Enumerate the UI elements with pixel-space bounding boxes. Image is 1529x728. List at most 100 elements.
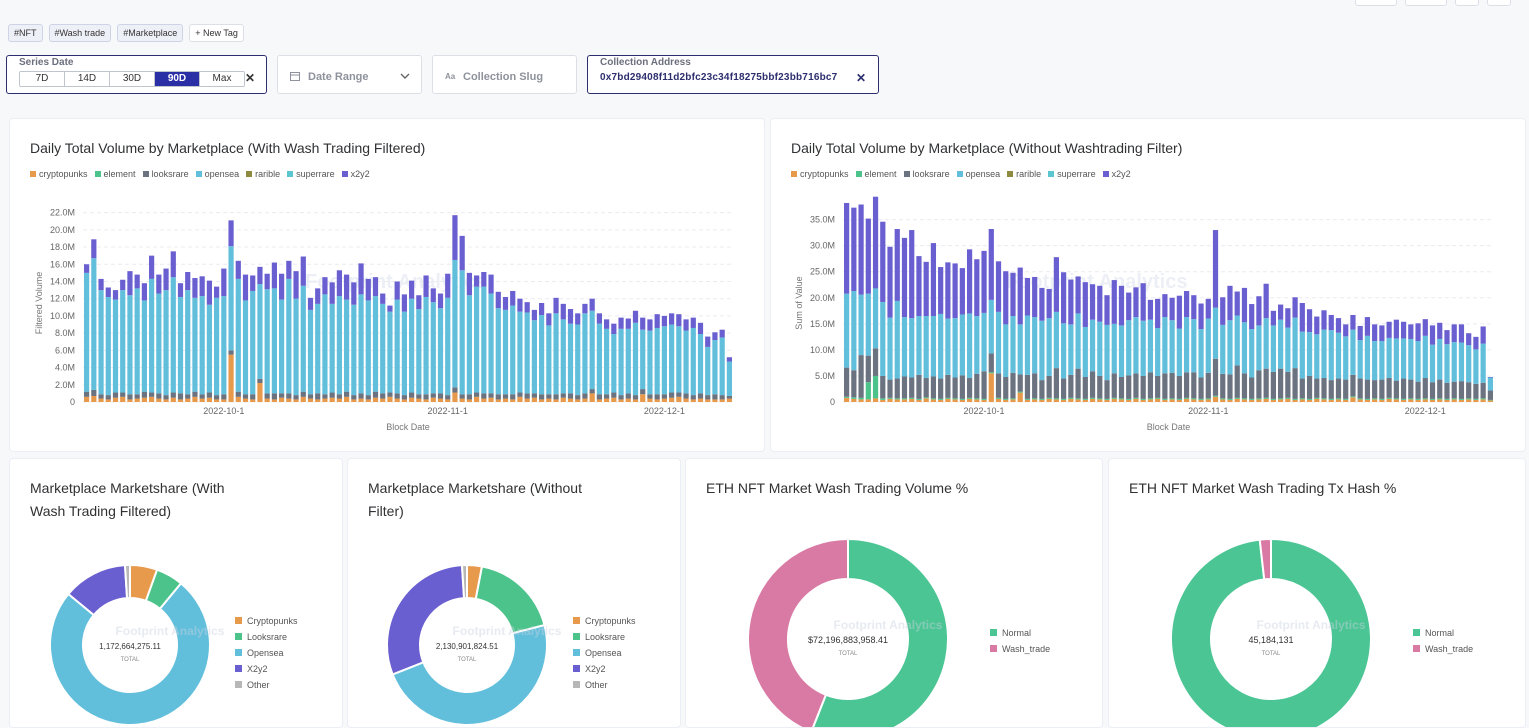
bar-x2y2[interactable] — [1357, 325, 1363, 340]
bar-x2y2[interactable] — [654, 314, 660, 328]
bar-x2y2[interactable] — [344, 274, 350, 300]
bar-cryptopunks[interactable] — [880, 399, 886, 402]
bar-x2y2[interactable] — [1003, 271, 1009, 325]
bar-x2y2[interactable] — [844, 202, 850, 294]
bar-looksrare[interactable] — [1039, 380, 1045, 399]
bar-looksrare[interactable] — [1278, 368, 1284, 399]
bar-opensea[interactable] — [966, 313, 973, 379]
bar-opensea[interactable] — [1155, 328, 1161, 376]
bar-element[interactable] — [1386, 397, 1392, 399]
bar-looksrare[interactable] — [322, 394, 328, 399]
bar-cryptopunks[interactable] — [1133, 398, 1139, 402]
bar-opensea[interactable] — [1372, 341, 1378, 381]
bar-x2y2[interactable] — [1451, 324, 1457, 343]
bar-cryptopunks[interactable] — [1321, 399, 1327, 402]
bar-x2y2[interactable] — [647, 319, 653, 331]
bar-opensea[interactable] — [279, 299, 285, 394]
bar-cryptopunks[interactable] — [1249, 399, 1255, 402]
bar-cryptopunks[interactable] — [459, 398, 465, 402]
bar-opensea[interactable] — [625, 328, 631, 394]
legend-item-superrare[interactable]: superrare — [1048, 169, 1096, 179]
bar-looksrare[interactable] — [192, 391, 198, 397]
bar-element[interactable] — [974, 398, 980, 400]
bar-opensea[interactable] — [1039, 320, 1045, 381]
bar-element[interactable] — [938, 398, 944, 400]
bar-looksrare[interactable] — [1061, 378, 1067, 399]
bar-cryptopunks[interactable] — [1003, 399, 1009, 402]
bar-looksrare[interactable] — [596, 394, 602, 400]
bar-looksrare[interactable] — [1183, 372, 1190, 398]
bar-looksrare[interactable] — [105, 395, 111, 400]
legend-item-superrare[interactable]: superrare — [287, 169, 335, 179]
bar-opensea[interactable] — [1176, 328, 1182, 376]
bar-cryptopunks[interactable] — [105, 399, 111, 402]
bar-x2y2[interactable] — [712, 332, 718, 341]
bar-x2y2[interactable] — [894, 229, 900, 301]
bar-opensea[interactable] — [221, 296, 227, 395]
bar-looksrare[interactable] — [1212, 358, 1219, 396]
bar-looksrare[interactable] — [112, 392, 119, 398]
bar-looksrare[interactable] — [149, 392, 155, 397]
bar-cryptopunks[interactable] — [235, 396, 241, 402]
bar-looksrare[interactable] — [654, 394, 660, 400]
bar-cryptopunks[interactable] — [149, 396, 155, 402]
bar-looksrare[interactable] — [242, 394, 249, 399]
bar-cryptopunks[interactable] — [336, 398, 342, 402]
bar-opensea[interactable] — [510, 305, 516, 395]
bar-x2y2[interactable] — [524, 302, 530, 313]
bar-cryptopunks[interactable] — [1400, 399, 1407, 402]
donut-slice-normal[interactable] — [1170, 537, 1372, 728]
bar-opensea[interactable] — [163, 290, 169, 396]
bar-looksrare[interactable] — [1379, 379, 1385, 399]
bar-element[interactable] — [1487, 399, 1493, 401]
bar-opensea[interactable] — [690, 327, 696, 396]
bar-opensea[interactable] — [409, 298, 415, 393]
bar-looksrare[interactable] — [589, 389, 595, 394]
bar-element[interactable] — [1205, 398, 1211, 400]
bar-x2y2[interactable] — [300, 256, 306, 286]
bar-looksrare[interactable] — [1292, 368, 1298, 399]
bar-cryptopunks[interactable] — [163, 399, 169, 402]
bar-looksrare[interactable] — [1082, 376, 1088, 399]
bar-looksrare[interactable] — [1104, 380, 1110, 399]
bar-opensea[interactable] — [1220, 324, 1226, 374]
bar-cryptopunks[interactable] — [199, 398, 205, 402]
bar-cryptopunks[interactable] — [307, 398, 314, 402]
bar-cryptopunks[interactable] — [1227, 399, 1233, 402]
bar-opensea[interactable] — [909, 318, 915, 378]
bar-x2y2[interactable] — [909, 230, 915, 319]
bar-opensea[interactable] — [611, 333, 617, 393]
legend-label-cryptopunks[interactable]: Cryptopunks — [585, 616, 636, 626]
series-option-7d[interactable]: 7D — [20, 72, 65, 86]
bar-opensea[interactable] — [604, 328, 610, 395]
bar-cryptopunks[interactable] — [712, 399, 718, 402]
bar-x2y2[interactable] — [567, 309, 574, 324]
bar-opensea[interactable] — [365, 300, 371, 396]
bar-cryptopunks[interactable] — [221, 399, 227, 402]
bar-cryptopunks[interactable] — [690, 399, 696, 402]
bar-cryptopunks[interactable] — [887, 398, 893, 402]
bar-looksrare[interactable] — [524, 393, 530, 399]
bar-x2y2[interactable] — [1075, 276, 1081, 314]
bar-looksrare[interactable] — [474, 392, 480, 397]
bar-looksrare[interactable] — [1393, 380, 1399, 399]
bar-x2y2[interactable] — [481, 272, 487, 287]
bar-element[interactable] — [1466, 398, 1472, 400]
bar-opensea[interactable] — [286, 278, 292, 394]
bar-looksrare[interactable] — [604, 394, 610, 399]
bar-looksrare[interactable] — [199, 394, 205, 399]
bar-x2y2[interactable] — [322, 277, 328, 295]
bar-looksrare[interactable] — [409, 392, 415, 398]
legend-item-opensea[interactable]: opensea — [956, 169, 1000, 179]
bar-x2y2[interactable] — [553, 297, 559, 314]
bar-x2y2[interactable] — [604, 319, 610, 329]
bar-looksrare[interactable] — [575, 395, 581, 400]
bar-x2y2[interactable] — [938, 267, 944, 314]
bar-cryptopunks[interactable] — [502, 398, 509, 402]
bar-cryptopunks[interactable] — [1212, 396, 1219, 402]
bar-x2y2[interactable] — [1343, 324, 1349, 337]
bar-x2y2[interactable] — [981, 250, 987, 313]
bar-looksrare[interactable] — [959, 375, 965, 399]
bar-element[interactable] — [1364, 398, 1371, 400]
collection-address-value[interactable]: 0x7bd29408f11d2bfc23c34f18275bbf23bb716b… — [600, 72, 838, 83]
